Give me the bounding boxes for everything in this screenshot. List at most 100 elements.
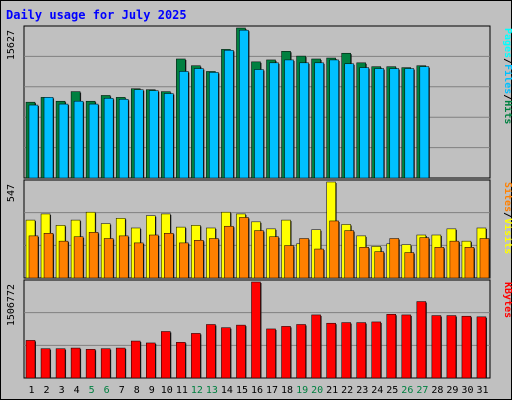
bar-sites — [28, 235, 39, 279]
legend-part: Files — [502, 64, 512, 94]
bar-sites — [464, 247, 475, 279]
bar-kbytes — [416, 301, 427, 379]
x-tick-label: 15 — [236, 385, 248, 396]
bar-files — [133, 89, 144, 179]
bar-sites — [389, 238, 400, 279]
bar-files — [194, 68, 204, 179]
bar-files — [239, 29, 249, 179]
bar-kbytes — [25, 340, 36, 379]
x-tick-label: 17 — [266, 385, 278, 396]
bar-kbytes — [85, 349, 96, 379]
bar-sites — [314, 248, 324, 279]
bar-sites — [103, 238, 114, 279]
bar-sites — [419, 237, 430, 279]
x-tick-label: 20 — [311, 385, 323, 396]
bar-sites — [479, 238, 490, 279]
bar-sites — [194, 240, 204, 279]
series-kbytes — [25, 281, 487, 379]
x-tick-label: 4 — [74, 385, 80, 396]
bar-kbytes — [341, 322, 351, 379]
bar-kbytes — [251, 281, 261, 379]
panel-kbytes: 1506772 KBytes — [6, 279, 512, 379]
bar-sites — [404, 252, 415, 279]
bar-sites — [329, 220, 339, 279]
bar-sites — [209, 238, 219, 279]
bar-files — [344, 63, 354, 179]
x-tick-label: 12 — [191, 385, 203, 396]
x-axis-tick-labels: 1 2 3 4 5 6 7 8 9 10 11 12 13 14 15 16 17 18 19 20 21 22 23 24 2… — [29, 385, 489, 396]
bar-kbytes — [371, 321, 381, 379]
legend-part: / — [502, 94, 512, 100]
bar-sites — [434, 247, 445, 279]
bar-sites — [449, 240, 460, 279]
x-tick-label: 31 — [476, 385, 488, 396]
bar-kbytes — [115, 347, 126, 379]
x-tick-label: 24 — [371, 385, 383, 396]
x-tick-label: 13 — [206, 385, 218, 396]
bar-files — [209, 72, 219, 179]
bar-kbytes — [176, 342, 186, 379]
bar-sites — [73, 236, 84, 279]
bar-kbytes — [40, 348, 51, 379]
bar-files — [149, 90, 159, 179]
bar-files — [284, 59, 294, 179]
bar-sites — [299, 238, 309, 279]
bar-kbytes — [55, 348, 66, 379]
bar-sites — [133, 242, 144, 279]
bar-files — [359, 67, 369, 179]
panel-legend-label: KBytes — [502, 282, 512, 318]
bar-sites — [344, 230, 354, 279]
x-tick-label: 19 — [296, 385, 308, 396]
bar-sites — [43, 232, 54, 279]
y-axis-max-label: 15627 — [6, 30, 17, 60]
bar-sites — [254, 230, 264, 279]
x-tick-label: 26 — [401, 385, 413, 396]
bar-kbytes — [266, 328, 276, 379]
bar-kbytes — [130, 340, 141, 379]
bar-sites — [359, 247, 369, 279]
legend-part: Hits — [502, 100, 512, 124]
bar-kbytes — [431, 315, 442, 379]
x-tick-label: 7 — [119, 385, 125, 396]
bar-kbytes — [446, 315, 457, 379]
bar-files — [269, 62, 279, 179]
bar-sites — [149, 234, 159, 279]
legend-part: KBytes — [502, 282, 512, 318]
bar-files — [58, 103, 69, 179]
y-axis-max-label: 547 — [6, 184, 17, 202]
bar-kbytes — [401, 314, 412, 379]
bar-files — [224, 50, 234, 179]
bar-sites — [88, 232, 99, 279]
x-tick-label: 6 — [104, 385, 110, 396]
chart-title: Daily usage for July 2025 — [6, 8, 187, 22]
bar-files — [179, 71, 189, 179]
bar-files — [118, 99, 129, 179]
bar-files — [419, 66, 430, 179]
x-tick-label: 28 — [431, 385, 443, 396]
legend-part: / — [502, 58, 512, 64]
bar-kbytes — [326, 322, 336, 379]
bar-kbytes — [236, 324, 246, 379]
bar-kbytes — [356, 322, 366, 379]
bar-kbytes — [221, 327, 231, 379]
bar-sites — [239, 217, 249, 279]
bar-sites — [179, 242, 189, 279]
x-tick-label: 27 — [416, 385, 428, 396]
bar-files — [43, 97, 54, 179]
bar-files — [299, 62, 309, 179]
bar-kbytes — [386, 314, 397, 379]
x-tick-label: 29 — [446, 385, 458, 396]
bar-files — [389, 68, 400, 179]
bar-kbytes — [161, 331, 171, 379]
x-tick-label: 25 — [386, 385, 398, 396]
x-tick-label: 18 — [281, 385, 293, 396]
bar-sites — [164, 232, 174, 279]
x-tick-label: 30 — [461, 385, 473, 396]
x-tick-label: 16 — [251, 385, 263, 396]
bar-kbytes — [461, 315, 472, 379]
bar-files — [73, 100, 84, 179]
bar-files — [314, 62, 324, 179]
